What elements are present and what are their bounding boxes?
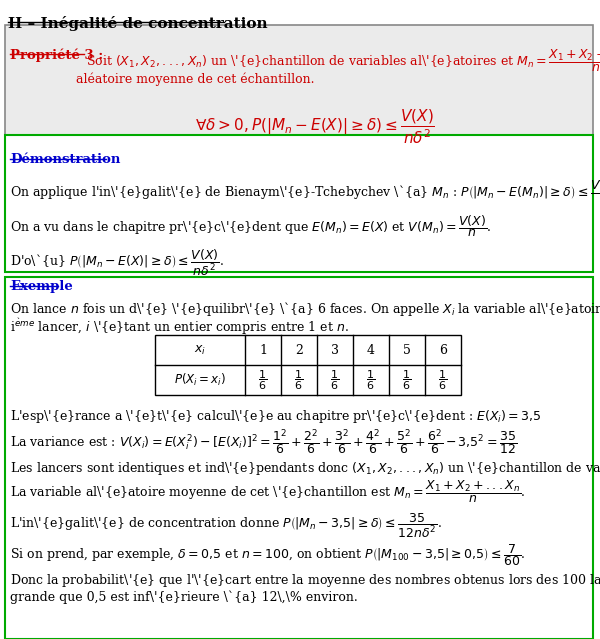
Text: 5: 5 <box>403 344 411 357</box>
Text: i$^{\grave{e}me}$ lancer, $i$ \'{e}tant un entier compris entre 1 et $n$.: i$^{\grave{e}me}$ lancer, $i$ \'{e}tant … <box>10 317 349 337</box>
Text: On lance $n$ fois un d\'{e} \'{e}quilibr\'{e} \`{a} 6 faces. On appelle $X_i$ la: On lance $n$ fois un d\'{e} \'{e}quilibr… <box>10 300 600 318</box>
Text: Exemple: Exemple <box>10 280 73 293</box>
Text: $\dfrac{1}{6}$: $\dfrac{1}{6}$ <box>439 368 448 392</box>
Text: Propriété 3 :: Propriété 3 : <box>10 48 103 61</box>
Text: $\dfrac{1}{6}$: $\dfrac{1}{6}$ <box>331 368 340 392</box>
Text: Donc la probabilit\'{e} que l'\'{e}cart entre la moyenne des nombres obtenus lor: Donc la probabilit\'{e} que l'\'{e}cart … <box>10 572 600 589</box>
Text: L'esp\'{e}rance a \'{e}t\'{e} calcul\'{e}e au chapitre pr\'{e}c\'{e}dent : $E(X_: L'esp\'{e}rance a \'{e}t\'{e} calcul\'{e… <box>10 408 541 425</box>
Text: Les lancers sont identiques et ind\'{e}pendants donc $(X_1, X_2,...,X_n)$ un \'{: Les lancers sont identiques et ind\'{e}p… <box>10 460 600 477</box>
Text: La variable al\'{e}atoire moyenne de cet \'{e}chantillon est $M_n = \dfrac{X_1 +: La variable al\'{e}atoire moyenne de cet… <box>10 479 526 505</box>
Text: $\dfrac{1}{6}$: $\dfrac{1}{6}$ <box>367 368 376 392</box>
FancyBboxPatch shape <box>5 277 593 639</box>
Text: On applique l'in\'{e}galit\'{e} de Bienaym\'{e}-Tchebychev \`{a} $M_n$ : $P\left: On applique l'in\'{e}galit\'{e} de Biena… <box>10 178 600 209</box>
Text: 2: 2 <box>295 344 303 357</box>
Text: 1: 1 <box>259 344 267 357</box>
FancyBboxPatch shape <box>5 25 593 145</box>
Text: $\dfrac{1}{6}$: $\dfrac{1}{6}$ <box>259 368 268 392</box>
Text: 6: 6 <box>439 344 447 357</box>
Text: II – Inégalité de concentration: II – Inégalité de concentration <box>8 16 268 31</box>
Text: $P(X_i = x_i)$: $P(X_i = x_i)$ <box>174 372 226 388</box>
Text: $\forall \delta > 0, P\left(|M_n - E(X)| \geq \delta\right) \leq \dfrac{V(X)}{n\: $\forall \delta > 0, P\left(|M_n - E(X)|… <box>195 108 435 146</box>
Text: aléatoire moyenne de cet échantillon.: aléatoire moyenne de cet échantillon. <box>76 73 314 86</box>
FancyBboxPatch shape <box>5 135 593 272</box>
Text: On a vu dans le chapitre pr\'{e}c\'{e}dent que $E(M_n) = E(X)$ et $V(M_n) = \dfr: On a vu dans le chapitre pr\'{e}c\'{e}de… <box>10 213 491 239</box>
Text: grande que 0,5 est inf\'{e}rieure \`{a} 12\,\% environ.: grande que 0,5 est inf\'{e}rieure \`{a} … <box>10 591 358 604</box>
Text: $\dfrac{1}{6}$: $\dfrac{1}{6}$ <box>403 368 412 392</box>
Text: 3: 3 <box>331 344 339 357</box>
Text: $\dfrac{1}{6}$: $\dfrac{1}{6}$ <box>295 368 304 392</box>
FancyBboxPatch shape <box>155 335 461 395</box>
Text: Démonstration: Démonstration <box>10 153 121 166</box>
Text: L'in\'{e}galit\'{e} de concentration donne $P\left(|M_n - 3{,}5| \geq \delta\rig: L'in\'{e}galit\'{e} de concentration don… <box>10 512 442 540</box>
Text: $x_i$: $x_i$ <box>194 343 206 357</box>
Text: D'o\`{u} $P\left(|M_n - E(X)| \geq \delta\right) \leq \dfrac{V(X)}{n\delta^2}$.: D'o\`{u} $P\left(|M_n - E(X)| \geq \delt… <box>10 248 224 278</box>
Text: 4: 4 <box>367 344 375 357</box>
Text: Soit $(X_1, X_2,...,X_n)$ un \'{e}chantillon de variables al\'{e}atoires et $M_n: Soit $(X_1, X_2,...,X_n)$ un \'{e}chanti… <box>86 48 600 74</box>
Text: La variance est : $V(X_i) = E(X_i^2) - \left[E(X_i)\right]^2 = \dfrac{1^2}{6}+\d: La variance est : $V(X_i) = E(X_i^2) - \… <box>10 427 517 456</box>
Text: Si on prend, par exemple, $\delta = 0{,}5$ et $n = 100$, on obtient $P\left(|M_{: Si on prend, par exemple, $\delta = 0{,}… <box>10 542 526 568</box>
